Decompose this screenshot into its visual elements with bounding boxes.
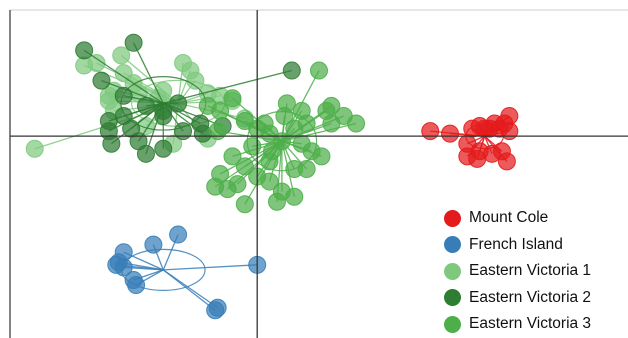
data-point — [260, 172, 279, 191]
legend-swatch — [444, 315, 461, 333]
data-point — [75, 41, 94, 60]
data-point — [317, 101, 336, 120]
cluster-spoke — [133, 42, 164, 104]
data-point — [285, 187, 304, 206]
data-point — [92, 71, 111, 90]
cluster-spoke — [101, 80, 164, 104]
legend-item-eastern-victoria-3: Eastern Victoria 3 — [444, 311, 591, 338]
cluster-spoke — [281, 122, 357, 142]
data-point — [282, 61, 301, 80]
legend-swatch — [444, 209, 461, 227]
legend-swatch — [444, 236, 461, 254]
legend-swatch — [444, 289, 461, 307]
data-point — [136, 144, 155, 163]
data-point — [87, 53, 106, 72]
data-point — [297, 159, 316, 178]
legend-label: Eastern Victoria 2 — [469, 288, 592, 306]
data-point — [275, 106, 294, 125]
data-point — [243, 137, 262, 156]
data-point — [169, 94, 188, 113]
data-point — [206, 301, 225, 320]
cluster-spoke — [163, 264, 258, 271]
data-point — [421, 122, 440, 141]
data-point — [206, 177, 225, 196]
data-point — [154, 106, 173, 125]
legend-label: Mount Cole — [469, 209, 549, 227]
data-point — [208, 122, 227, 141]
data-point — [144, 235, 163, 254]
data-point — [124, 33, 143, 52]
data-point — [211, 101, 230, 120]
legend-swatch — [444, 262, 461, 280]
data-point — [310, 61, 328, 80]
data-point — [223, 147, 242, 166]
data-point — [174, 122, 193, 141]
legend-item-eastern-victoria-2: Eastern Victoria 2 — [444, 285, 591, 312]
data-point — [255, 114, 274, 133]
data-point — [263, 142, 282, 161]
data-point — [497, 152, 516, 171]
data-point — [114, 258, 133, 277]
data-point — [500, 122, 519, 141]
data-point — [154, 139, 173, 158]
legend-item-eastern-victoria-1: Eastern Victoria 1 — [444, 258, 591, 285]
data-point — [223, 89, 242, 108]
data-point — [441, 124, 460, 143]
data-point — [347, 114, 366, 133]
data-point — [312, 147, 331, 166]
data-point — [292, 101, 311, 120]
data-point — [267, 192, 286, 211]
cluster-spoke — [162, 269, 216, 311]
data-point — [191, 114, 210, 133]
legend-label: Eastern Victoria 3 — [469, 315, 592, 333]
data-point — [235, 195, 254, 214]
data-point — [112, 46, 131, 65]
data-point — [102, 134, 121, 153]
legend: Mount Cole French Island Eastern Victori… — [444, 205, 591, 338]
legend-item-mount-cole: Mount Cole — [444, 205, 591, 232]
cluster-spoke — [83, 49, 164, 104]
data-point — [169, 225, 188, 244]
data-point — [114, 86, 133, 105]
data-point — [127, 276, 146, 295]
legend-label: Eastern Victoria 1 — [469, 262, 592, 280]
data-point — [136, 96, 155, 115]
data-point — [235, 157, 254, 176]
data-point — [99, 112, 118, 131]
legend-item-french-island: French Island — [444, 232, 591, 259]
data-point — [292, 134, 311, 153]
data-point — [468, 149, 487, 168]
data-point — [500, 106, 519, 125]
legend-label: French Island — [469, 235, 563, 253]
data-point — [25, 139, 44, 158]
